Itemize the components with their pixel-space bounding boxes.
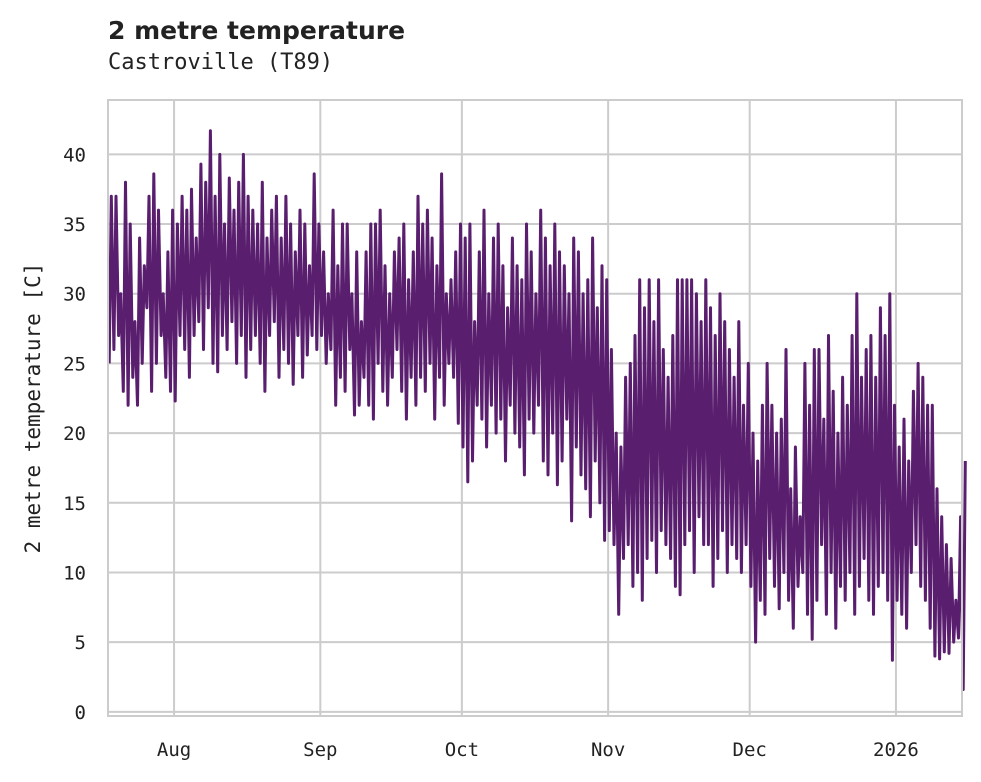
x-tick-label: Oct	[445, 739, 479, 761]
y-tick-label: 15	[63, 493, 86, 515]
y-axis-ticks: 0 5 10 15 20 25 30 35 40	[63, 144, 86, 723]
y-axis-label: 2 metre temperature [C]	[21, 263, 45, 554]
y-tick-label: 20	[63, 423, 86, 445]
x-tick-label: Nov	[591, 739, 625, 761]
x-tick-label: Aug	[157, 739, 191, 761]
x-tick-label: Sep	[303, 739, 337, 761]
y-tick-label: 5	[75, 632, 86, 654]
x-tick-label: 2026	[873, 739, 919, 761]
y-tick-label: 40	[63, 144, 86, 166]
y-tick-label: 25	[63, 353, 86, 375]
x-axis-ticks: Aug Sep Oct Nov Dec 2026	[157, 739, 919, 761]
y-tick-label: 30	[63, 284, 86, 306]
y-tick-label: 10	[63, 562, 86, 584]
plot-frame	[107, 99, 963, 717]
chart-title: 2 metre temperature	[108, 16, 406, 45]
x-tick-label: Dec	[733, 739, 767, 761]
y-tick-label: 0	[75, 702, 86, 724]
y-tick-label: 35	[63, 214, 86, 236]
chart-subtitle: Castroville (T89)	[108, 50, 334, 75]
temperature-series-line	[107, 129, 967, 691]
